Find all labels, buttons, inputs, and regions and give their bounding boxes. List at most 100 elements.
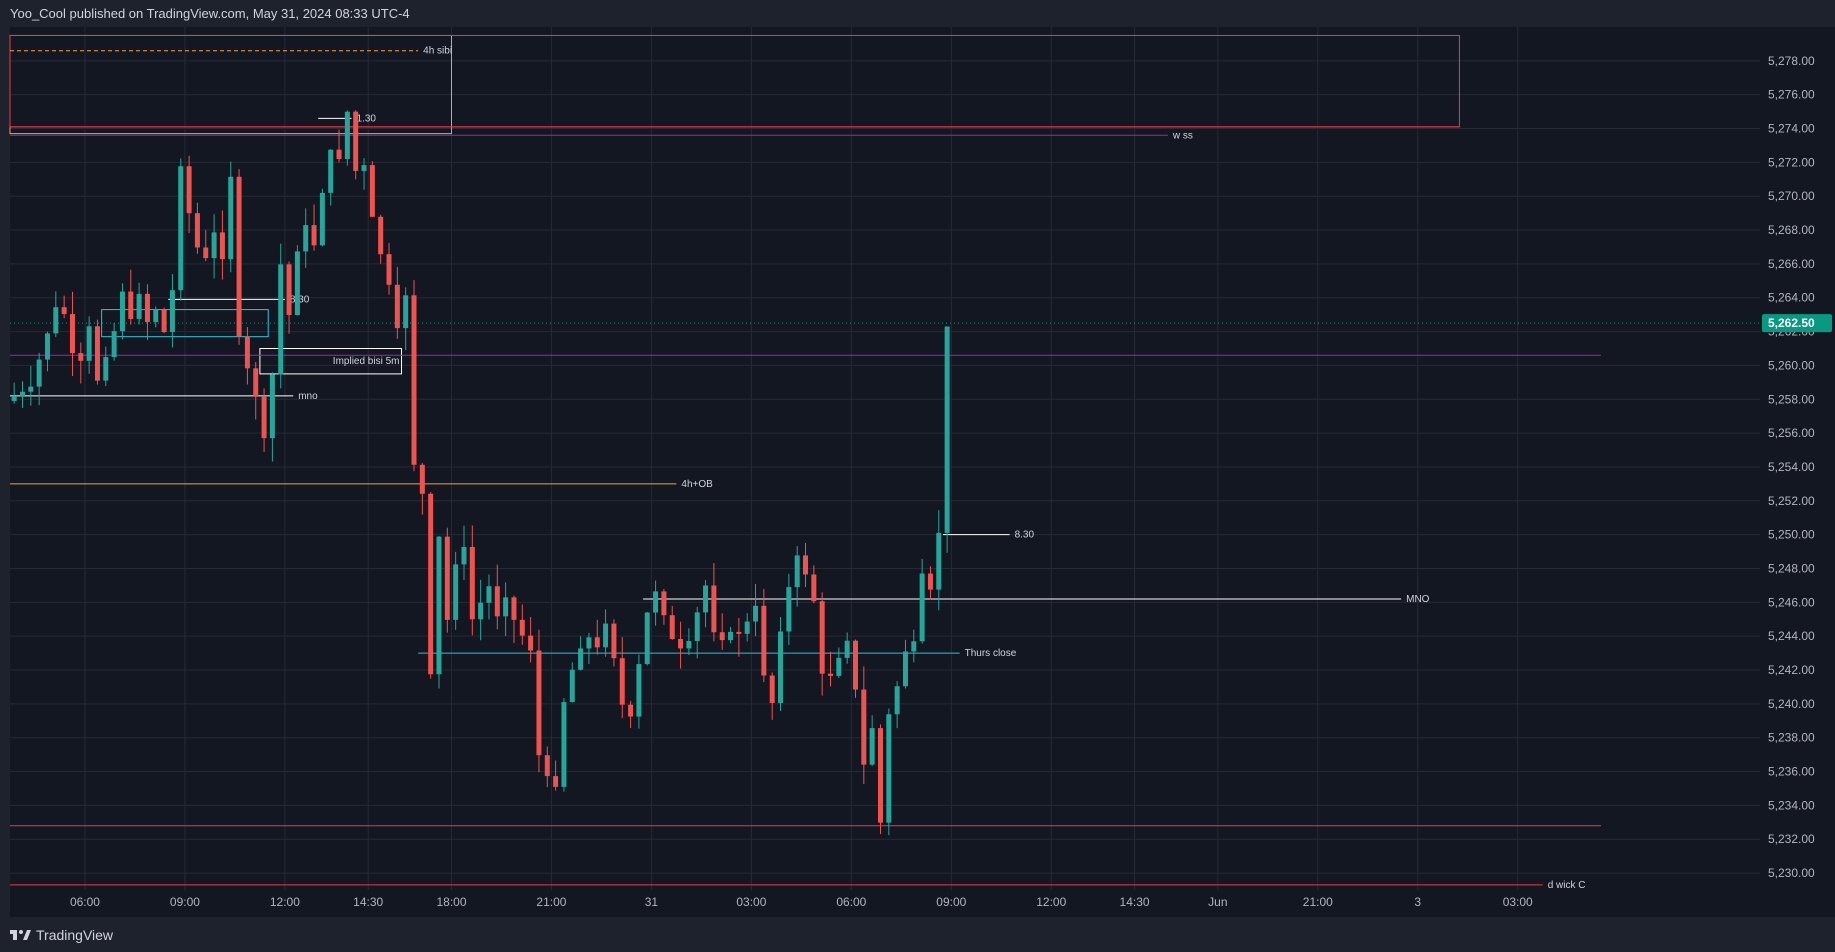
price-tick-label: 5,254.00	[1768, 460, 1815, 474]
candle-body	[569, 669, 575, 703]
tradingview-logo[interactable]: TradingView	[10, 927, 113, 943]
candle-series	[11, 110, 950, 836]
time-tick-label: 12:00	[1036, 895, 1066, 909]
candle-body	[544, 755, 550, 777]
last-price-label: 5,262.50	[1768, 316, 1815, 330]
candle-body	[836, 657, 842, 676]
candle-body	[86, 326, 92, 361]
candle-body	[828, 673, 834, 676]
candle-body	[36, 359, 42, 387]
candle-body	[503, 597, 509, 617]
candle-body	[436, 536, 442, 675]
candle-body	[819, 601, 825, 674]
chart-grid	[10, 27, 1760, 890]
candle-body	[144, 293, 150, 323]
candle-body	[519, 619, 525, 636]
candlestick-chart[interactable]: Implied bisi 5m 4h sibi 1.30 w ss 8.30 mno 4h+…	[0, 0, 1835, 917]
candle-body	[103, 357, 109, 381]
candle-body	[902, 651, 908, 687]
price-tick-label: 5,240.00	[1768, 697, 1815, 711]
candle-body	[844, 640, 850, 658]
candle-body	[753, 605, 759, 622]
candle-body	[353, 111, 359, 171]
price-tick-label: 5,242.00	[1768, 663, 1815, 677]
price-tick-label: 5,250.00	[1768, 528, 1815, 542]
1-30-label: 1.30	[357, 113, 377, 124]
candle-body	[661, 591, 667, 616]
price-axis-bg	[1760, 27, 1835, 917]
candle-body	[619, 658, 625, 705]
candle-body	[161, 309, 167, 333]
candle-body	[11, 395, 17, 401]
candle-body	[378, 216, 384, 255]
candle-body	[469, 546, 475, 620]
candle-body	[553, 776, 559, 787]
price-tick-label: 5,230.00	[1768, 866, 1815, 880]
candle-body	[936, 532, 942, 590]
candle-body	[336, 149, 342, 160]
implied-bisi-box-label: Implied bisi 5m	[333, 356, 400, 367]
candle-body	[611, 623, 617, 659]
candle-body	[636, 664, 642, 717]
candle-body	[511, 597, 517, 620]
time-tick-label: 03:00	[1503, 895, 1533, 909]
time-axis[interactable]: 06:00 09:00 12:00 14:30 18:00 21:00 31 03:00 06:…	[70, 895, 1533, 909]
candle-body	[786, 587, 792, 632]
candle-body	[344, 111, 350, 160]
candle-body	[28, 386, 34, 392]
candle-body	[453, 564, 459, 620]
price-tick-label: 5,246.00	[1768, 595, 1815, 609]
time-tick-label: 18:00	[436, 895, 466, 909]
candle-body	[711, 585, 717, 633]
candle-body	[428, 493, 434, 675]
candle-body	[253, 368, 259, 397]
candle-body	[53, 307, 59, 334]
price-tick-label: 5,276.00	[1768, 88, 1815, 102]
time-tick-label: 09:00	[936, 895, 966, 909]
candle-body	[861, 689, 867, 765]
footer-bar: TradingView	[0, 917, 1835, 952]
price-tick-label: 5,268.00	[1768, 223, 1815, 237]
candle-body	[694, 612, 700, 641]
price-tick-label: 5,232.00	[1768, 832, 1815, 846]
publisher-header: Yoo_Cool published on TradingView.com, M…	[0, 0, 1835, 27]
time-tick-label: 31	[645, 895, 659, 909]
time-tick-label: 3	[1414, 895, 1421, 909]
price-tick-label: 5,264.00	[1768, 291, 1815, 305]
candle-body	[894, 686, 900, 715]
time-tick-label: 14:30	[1120, 895, 1150, 909]
8-30-b-label: 8.30	[1015, 530, 1035, 541]
candle-body	[578, 648, 584, 670]
candle-body	[286, 264, 292, 315]
candle-body	[219, 232, 225, 260]
candle-body	[78, 353, 84, 361]
candle-body	[886, 714, 892, 823]
candle-body	[603, 623, 609, 648]
candle-body	[644, 612, 650, 665]
candle-body	[228, 176, 234, 260]
candle-body	[386, 254, 392, 285]
time-tick-label: Jun	[1208, 895, 1227, 909]
candle-body	[236, 176, 242, 337]
time-tick-label: 21:00	[1303, 895, 1333, 909]
candle-body	[944, 326, 950, 533]
candle-body	[461, 546, 467, 565]
candle-body	[303, 225, 309, 252]
candle-body	[803, 555, 809, 575]
4h-sibi-label: 4h sibi	[423, 46, 452, 57]
candle-body	[761, 605, 767, 676]
price-tick-label: 5,238.00	[1768, 731, 1815, 745]
price-axis[interactable]: 5,230.00 5,232.00 5,234.00 5,236.00 5,238.00…	[1760, 27, 1835, 917]
candle-body	[561, 702, 567, 787]
price-tick-label: 5,256.00	[1768, 426, 1815, 440]
candle-body	[494, 586, 500, 617]
candle-body	[794, 555, 800, 588]
candle-body	[203, 247, 209, 259]
candle-body	[111, 331, 117, 358]
candle-body	[94, 326, 100, 381]
candle-body	[269, 374, 275, 439]
candle-body	[927, 573, 933, 590]
candle-body	[178, 166, 184, 291]
last-price-tag	[1762, 314, 1832, 333]
candle-body	[361, 165, 367, 171]
